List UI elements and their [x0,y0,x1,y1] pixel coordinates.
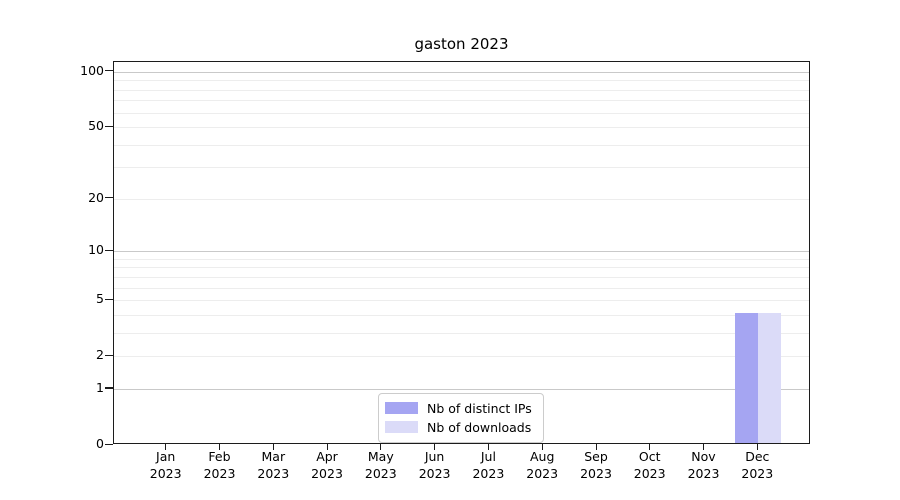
legend-swatch [385,421,418,433]
minor-gridline [114,100,809,102]
minor-gridline [114,267,809,269]
x-tick-month: Mar [261,449,286,464]
minor-gridline [114,112,809,114]
legend-entry: Nb of downloads [385,418,536,436]
y-tick-label: 100 [80,62,104,78]
minor-gridline [114,276,809,278]
y-tick-mark [105,70,113,72]
gridlines-layer [114,62,809,443]
x-tick-mark [434,444,436,450]
bar-dec-distinct-ips [735,312,759,443]
minor-gridline [114,89,809,91]
x-tick-month: Jul [480,449,496,464]
y-tick-mark [105,354,113,356]
y-tick-label: 50 [88,118,104,133]
x-tick-month: Dec [745,449,770,464]
x-tick-label: Oct 2023 [618,449,682,482]
bars-layer [114,62,809,443]
minor-gridline [114,80,809,82]
x-tick-label: Dec 2023 [725,449,789,482]
minor-gridline [114,332,809,334]
y-tick-label: 10 [88,242,104,258]
minor-gridline [114,287,809,289]
x-tick-label: May 2023 [349,449,413,482]
x-tick-month: Oct [638,449,661,464]
minor-gridline [114,258,809,260]
x-tick-month: Jun [424,449,445,464]
x-tick-month: Feb [208,449,231,464]
y-tick-mark [105,298,113,300]
y-tick-mark [105,249,113,251]
minor-gridline [114,356,809,358]
y-tick-mark [105,125,113,127]
x-tick-label: Apr 2023 [295,449,359,482]
x-tick-year: 2023 [526,465,559,481]
major-gridline [114,71,809,73]
minor-gridline [114,198,809,200]
chart-title: gaston 2023 [414,35,509,53]
x-tick-mark [541,444,543,450]
minor-gridline [114,300,809,302]
x-tick-mark [165,444,167,450]
y-tick-label: 1 [96,379,104,395]
minor-gridline [114,127,809,128]
x-tick-mark [487,444,490,450]
x-tick-mark [595,444,597,450]
x-tick-label: Jan 2023 [134,449,198,482]
legend-swatch [385,402,418,414]
x-tick-mark [219,444,221,450]
x-tick-mark [326,444,328,450]
x-tick-month: Nov [691,449,716,464]
x-tick-mark [380,444,382,450]
x-tick-mark [649,444,651,450]
y-tick-mark [105,197,113,199]
x-tick-year: 2023 [633,465,666,481]
x-tick-label: Feb 2023 [188,449,252,482]
x-tick-mark [272,444,274,450]
x-tick-year: 2023 [418,465,451,481]
legend-label: Nb of distinct IPs [427,400,532,416]
x-tick-label: Mar 2023 [241,449,305,482]
y-tick-label: 20 [88,189,104,205]
x-tick-label: Nov 2023 [672,449,736,482]
y-tick-label: 2 [96,347,104,363]
minor-gridline [114,314,809,316]
x-tick-year: 2023 [741,465,774,481]
x-tick-month: Jan [156,449,176,464]
x-tick-year: 2023 [472,465,505,481]
legend-entry: Nb of distinct IPs [385,399,536,417]
plot-area: Nb of distinct IPs Nb of downloads [113,61,810,444]
x-tick-year: 2023 [580,465,612,481]
x-tick-month: Aug [529,449,555,464]
x-tick-year: 2023 [203,465,236,481]
y-tick-label: 5 [96,291,104,307]
x-tick-year: 2023 [149,465,182,481]
y-tick-mark [105,443,113,445]
x-tick-year: 2023 [257,465,290,481]
x-tick-label: Aug 2023 [510,449,574,482]
x-tick-month: May [367,449,394,464]
major-gridline [114,388,809,390]
x-tick-label: Jul 2023 [456,449,520,482]
x-tick-year: 2023 [687,465,720,481]
minor-gridline [114,167,809,169]
x-tick-mark [703,444,705,450]
legend: Nb of distinct IPs Nb of downloads [378,393,544,443]
x-tick-month: Apr [316,449,338,464]
x-tick-label: Sep 2023 [564,449,628,482]
minor-gridline [114,144,809,146]
y-tick-label: 0 [96,436,104,451]
x-tick-month: Sep [584,449,608,464]
bar-dec-downloads [758,312,782,443]
x-tick-mark [756,444,758,450]
y-tick-mark [105,387,113,389]
x-tick-label: Jun 2023 [403,449,467,482]
legend-label: Nb of downloads [427,419,532,435]
x-tick-year: 2023 [364,465,397,481]
x-tick-year: 2023 [311,465,343,481]
major-gridline [114,251,809,253]
